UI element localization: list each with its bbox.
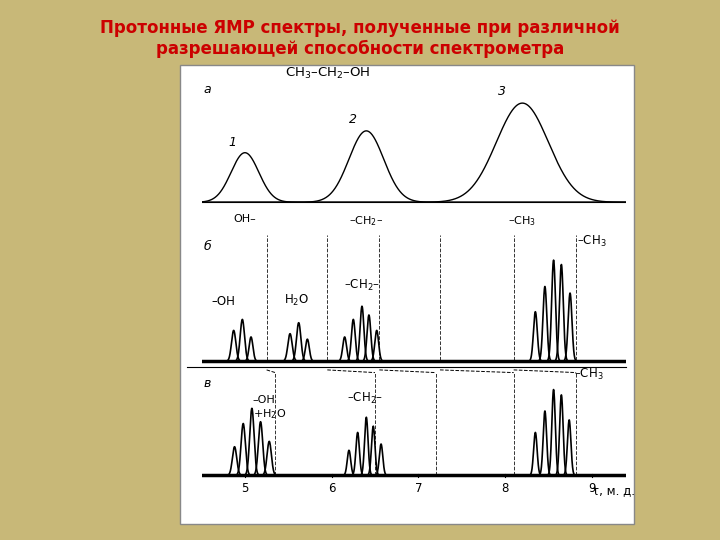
Text: б: б bbox=[203, 240, 211, 253]
Text: 9: 9 bbox=[588, 482, 595, 495]
Text: OH–: OH– bbox=[233, 214, 256, 224]
Text: 8: 8 bbox=[501, 482, 509, 495]
Text: –OH
+H$_2$O: –OH +H$_2$O bbox=[253, 395, 286, 421]
Text: –CH$_3$: –CH$_3$ bbox=[575, 367, 604, 382]
Text: 7: 7 bbox=[415, 482, 422, 495]
Text: –CH$_3$: –CH$_3$ bbox=[577, 234, 606, 249]
Text: H$_2$O: H$_2$O bbox=[284, 293, 310, 308]
Text: –CH$_3$: –CH$_3$ bbox=[508, 214, 536, 228]
Text: 6: 6 bbox=[328, 482, 336, 495]
Text: в: в bbox=[203, 377, 211, 390]
Text: 3: 3 bbox=[498, 85, 506, 98]
Text: –CH$_2$–: –CH$_2$– bbox=[349, 214, 383, 228]
Text: –CH$_2$–: –CH$_2$– bbox=[344, 278, 380, 293]
Text: CH$_3$–CH$_2$–OH: CH$_3$–CH$_2$–OH bbox=[284, 66, 370, 82]
Text: –CH$_2$–: –CH$_2$– bbox=[346, 390, 382, 406]
Text: Протонные ЯМР спектры, полученные при различной
разрешающей способности спектром: Протонные ЯМР спектры, полученные при ра… bbox=[100, 19, 620, 58]
Text: τ, м. д.: τ, м. д. bbox=[592, 484, 635, 497]
Text: 5: 5 bbox=[241, 482, 248, 495]
Text: –OH: –OH bbox=[212, 295, 235, 308]
Text: 2: 2 bbox=[349, 113, 357, 126]
Text: 1: 1 bbox=[228, 136, 236, 148]
Text: а: а bbox=[203, 83, 211, 96]
